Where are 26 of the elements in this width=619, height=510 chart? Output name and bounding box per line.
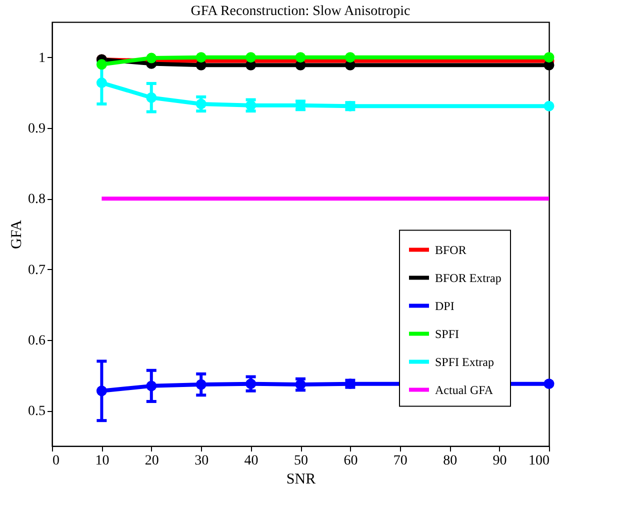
legend-label: Actual GFA (435, 382, 494, 397)
y-tick-label: 0.6 (28, 334, 46, 348)
x-tick-label: 60 (344, 454, 358, 468)
y-tick-label: 0.9 (28, 122, 46, 136)
x-tick-label: 0 (52, 454, 60, 468)
x-axis-title: SNR (286, 472, 316, 488)
legend-label: BFOR (435, 242, 466, 257)
legend-label: BFOR Extrap (435, 270, 502, 285)
y-tick-label: 0.5 (28, 404, 46, 420)
y-axis-title: GFA (9, 220, 25, 249)
x-tick-label: 90 (492, 454, 507, 468)
x-tick-label: 40 (244, 454, 258, 468)
legend-label: SPFI (435, 326, 460, 341)
legend-label: SPFI Extrap (435, 354, 494, 369)
x-tick-label: 20 (144, 454, 159, 468)
y-tick-label: 0.7 (28, 262, 46, 278)
y-tick-label: 1 (38, 50, 46, 66)
chart-title: GFA Reconstruction: Slow Anisotropic (190, 4, 410, 19)
x-tick-label: 10 (95, 454, 110, 468)
x-tick-label: 100 (528, 454, 550, 468)
x-tick-label: 50 (294, 454, 308, 468)
x-tick-label: 70 (393, 454, 408, 468)
legend-label: DPI (435, 298, 454, 313)
y-tick-label: 0.8 (28, 192, 46, 208)
x-tick-label: 80 (443, 454, 458, 468)
x-tick-label: 30 (194, 454, 209, 468)
